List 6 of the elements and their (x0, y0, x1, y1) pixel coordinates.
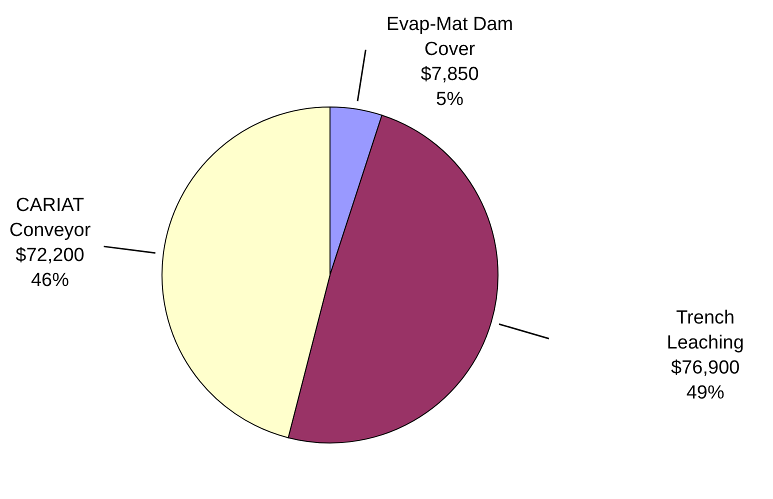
data-label: $76,900 49% (671, 358, 740, 404)
slice-label: Trench Leaching (666, 308, 744, 354)
data-label: $7,850 5% (420, 64, 479, 110)
slice-label: Evap-Mat Dam Cover (386, 14, 514, 60)
slice-label: CARIAT Conveyor (9, 195, 92, 242)
data-label: $72,200 46% (16, 245, 84, 292)
